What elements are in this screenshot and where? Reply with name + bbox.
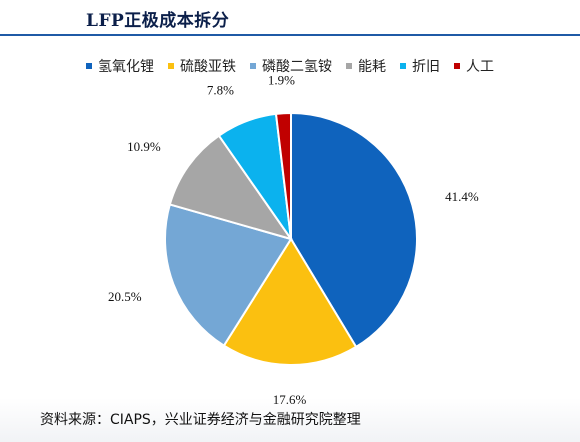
footer-background — [0, 398, 580, 442]
legend-item: 硫酸亚铁 — [168, 56, 236, 76]
pie-slice — [290, 111, 418, 349]
legend-swatch — [168, 63, 174, 69]
legend-item: 能耗 — [346, 56, 386, 76]
slice-label: 1.9% — [268, 72, 295, 87]
legend-label: 能耗 — [358, 59, 386, 75]
legend-label: 磷酸二氢铵 — [262, 59, 332, 75]
legend-label: 硫酸亚铁 — [180, 59, 236, 75]
slice-label: 7.8% — [207, 82, 234, 97]
legend-label: 人工 — [466, 59, 494, 75]
legend-item: 折旧 — [400, 56, 440, 76]
legend-swatch — [250, 63, 256, 69]
legend-label: 氢氧化锂 — [98, 59, 154, 75]
pie-slice — [164, 203, 293, 348]
slice-label: 41.4% — [445, 189, 479, 204]
legend-label: 折旧 — [412, 59, 440, 75]
source-note: 资料来源：CIAPS，兴业证券经济与金融研究院整理 — [40, 412, 361, 428]
chart-legend: 氢氧化锂 硫酸亚铁 磷酸二氢铵 能耗 折旧 人工 — [0, 56, 580, 76]
chart-title: LFP正极成本拆分 — [86, 11, 230, 31]
legend-swatch — [86, 63, 92, 69]
pie-slice — [168, 134, 294, 241]
pie-slice — [222, 237, 358, 366]
slice-label: 20.5% — [108, 289, 142, 304]
legend-item: 人工 — [454, 56, 494, 76]
legend-item: 磷酸二氢铵 — [250, 56, 332, 76]
legend-item: 氢氧化锂 — [86, 56, 154, 76]
legend-swatch — [454, 63, 460, 69]
slice-label: 10.9% — [127, 139, 161, 154]
title-divider — [0, 34, 580, 36]
legend-swatch — [346, 63, 352, 69]
legend-swatch — [400, 63, 406, 69]
pie-slice — [274, 111, 292, 240]
